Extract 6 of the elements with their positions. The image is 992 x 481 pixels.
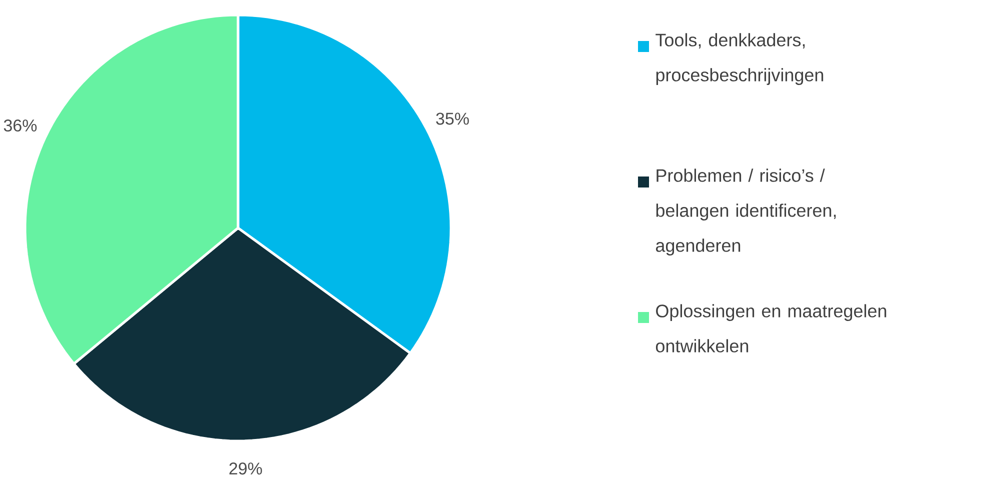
legend-label: Tools, denkkaders, procesbeschrijvingen <box>656 33 824 85</box>
data-label: 36% <box>4 119 37 132</box>
category-label: Problemen / risico’s / belangen identificeren, agenderen <box>656 168 836 256</box>
data-label: 29% <box>229 462 262 475</box>
legend-label: Oplossingen en maatregelen ontwikkelen <box>656 304 886 352</box>
data-label: 35% <box>436 112 469 125</box>
